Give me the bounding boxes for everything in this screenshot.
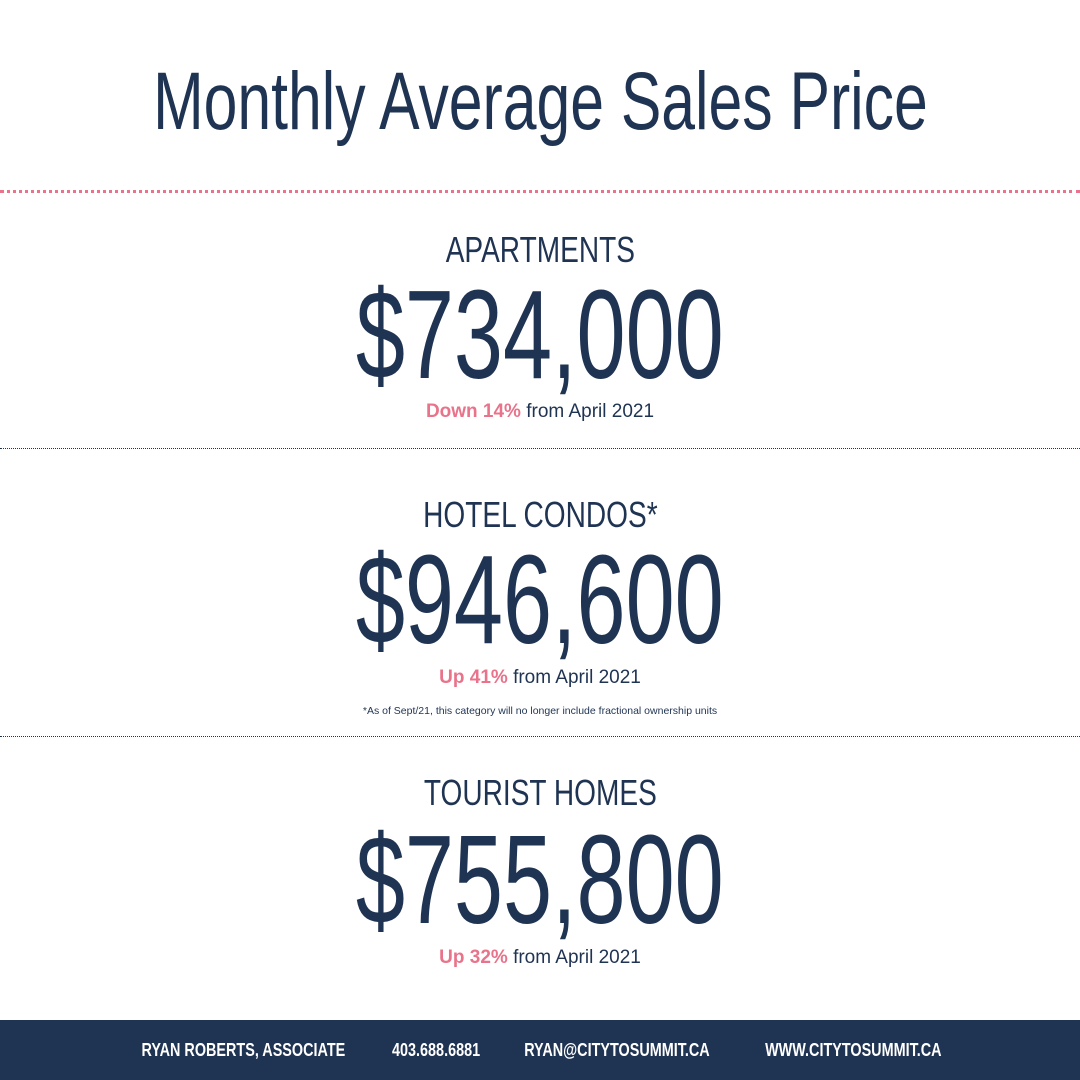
comparison: from April 2021: [513, 947, 641, 968]
footer-phone[interactable]: 403.688.6881: [392, 1039, 481, 1060]
divider: [0, 448, 1080, 449]
change: Up 41%: [439, 667, 508, 688]
comparison: from April 2021: [526, 401, 655, 422]
footer-name: RYAN ROBERTS, ASSOCIATE: [141, 1039, 346, 1060]
footer-email[interactable]: RYAN@CITYTOSUMMIT.CA: [524, 1039, 710, 1060]
title-row: Monthly Average Sales Price: [0, 52, 1080, 152]
divider: [0, 736, 1080, 737]
label-row: APARTMENTS: [0, 230, 1080, 270]
label-row: HOTEL CONDOS*: [0, 495, 1080, 535]
price-row: $755,800: [0, 815, 1080, 945]
label-row: TOURIST HOMES: [0, 773, 1080, 813]
title: Monthly Average Sales Price: [152, 56, 928, 147]
price-row: $946,600: [0, 535, 1080, 665]
change: Down 14%: [425, 401, 521, 422]
section-label: HOTEL CONDOS*: [422, 494, 658, 535]
price-row: $734,000: [0, 270, 1080, 400]
section-label: TOURIST HOMES: [423, 772, 657, 813]
footer: RYAN ROBERTS, ASSOCIATE 403.688.6881 RYA…: [0, 1020, 1080, 1080]
divider: [0, 190, 1080, 193]
section-label: APARTMENTS: [445, 229, 635, 270]
footer-website[interactable]: WWW.CITYTOSUMMIT.CA: [765, 1039, 942, 1060]
price: $946,600: [356, 529, 724, 670]
price: $755,800: [356, 809, 724, 950]
change-row: Up 32% from April 2021: [0, 946, 1080, 970]
price: $734,000: [356, 264, 724, 405]
change-row: Down 14% from April 2021: [0, 400, 1080, 424]
change-row: Up 41% from April 2021: [0, 666, 1080, 690]
comparison: from April 2021: [513, 667, 641, 688]
change: Up 32%: [439, 947, 508, 968]
note: *As of Sept/21, this category will no lo…: [362, 705, 718, 717]
